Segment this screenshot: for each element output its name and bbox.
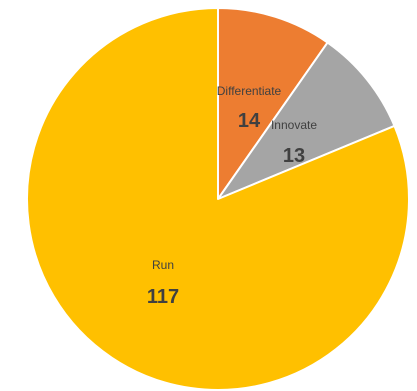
slice-value-innovate: 13 [283,145,305,167]
slice-label-run: Run [152,258,174,272]
pie-slice-differentiate [217,7,329,200]
slice-label-innovate: Innovate [271,118,317,132]
slice-value-differentiate: 14 [238,110,261,132]
pie-slice-innovate [217,41,396,200]
pie-slices [26,7,410,391]
slice-value-run: 117 [147,286,179,308]
pie-labels: Differentiate 14 Innovate 13 Run 117 [147,84,317,308]
pie-slice-run [26,7,410,391]
slice-label-differentiate: Differentiate [217,84,282,98]
